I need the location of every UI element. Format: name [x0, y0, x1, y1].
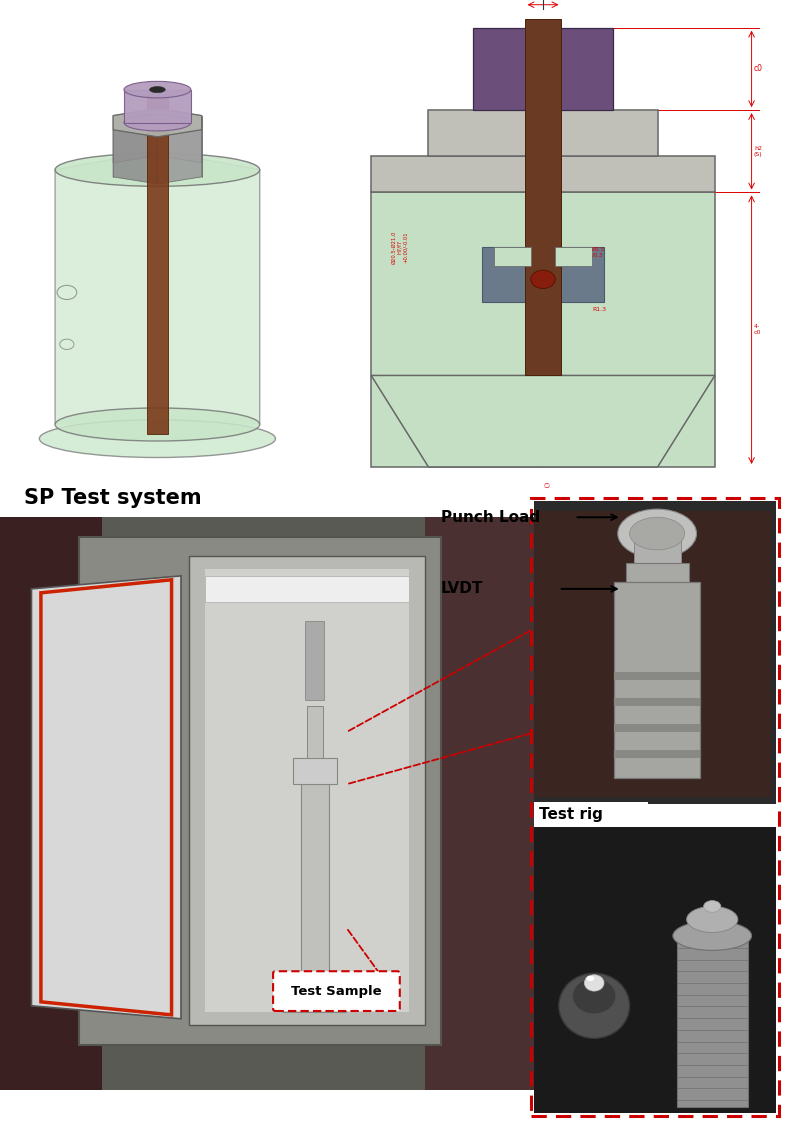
Bar [293, 758, 337, 784]
Text: h2
(S): h2 (S) [754, 146, 763, 157]
Bar [614, 724, 700, 732]
Polygon shape [428, 110, 658, 156]
Bar [305, 621, 324, 700]
Bar [614, 673, 700, 681]
Polygon shape [113, 130, 157, 184]
FancyBboxPatch shape [273, 971, 400, 1011]
Bar [614, 750, 700, 758]
Text: Test rig: Test rig [539, 806, 603, 822]
Ellipse shape [124, 81, 191, 98]
Polygon shape [371, 156, 715, 192]
Polygon shape [124, 90, 191, 122]
Text: Punch Load: Punch Load [441, 510, 540, 524]
Bar [79, 537, 441, 1044]
Ellipse shape [585, 975, 604, 992]
Ellipse shape [686, 906, 738, 932]
Polygon shape [31, 576, 181, 1019]
Ellipse shape [573, 978, 616, 1014]
Bar [474, 28, 612, 110]
Text: Ø20.5-Ø21.0
H7/f7
+0.00/-0.01: Ø20.5-Ø21.0 H7/f7 +0.00/-0.01 [391, 230, 408, 264]
Bar [534, 827, 776, 1113]
Polygon shape [157, 130, 201, 184]
Bar [531, 497, 779, 1116]
Text: Test Sample: Test Sample [291, 985, 382, 997]
Bar [371, 192, 715, 467]
Polygon shape [113, 109, 201, 137]
Bar [677, 935, 748, 1107]
Bar [189, 556, 425, 1025]
Bar [534, 501, 776, 804]
Ellipse shape [150, 86, 165, 93]
Text: LVDT: LVDT [441, 582, 483, 596]
Ellipse shape [530, 271, 556, 289]
Bar [307, 706, 323, 758]
Ellipse shape [55, 408, 260, 441]
Text: SP Test system: SP Test system [24, 489, 201, 508]
Polygon shape [157, 109, 201, 163]
Ellipse shape [559, 974, 630, 1039]
Bar [425, 518, 535, 1090]
Bar [0, 518, 535, 1090]
Bar [614, 699, 700, 706]
Bar [205, 569, 409, 1012]
Bar [626, 563, 689, 588]
Bar [301, 772, 329, 979]
Text: R1.3: R1.3 [592, 308, 606, 312]
Ellipse shape [124, 115, 191, 131]
Bar [0, 518, 102, 1090]
Polygon shape [147, 90, 168, 433]
Bar [534, 802, 648, 827]
Bar [535, 511, 771, 797]
Text: c0: c0 [754, 64, 763, 73]
Text: Ø1.5
/0.3: Ø1.5 /0.3 [592, 247, 605, 257]
Ellipse shape [586, 976, 594, 982]
Polygon shape [371, 375, 715, 467]
Ellipse shape [55, 154, 260, 186]
Ellipse shape [704, 901, 721, 912]
Text: ∅: ∅ [544, 483, 550, 489]
Ellipse shape [630, 518, 685, 550]
Bar [482, 247, 604, 302]
Bar [205, 576, 409, 602]
Ellipse shape [618, 509, 696, 558]
Ellipse shape [673, 921, 752, 950]
Bar [634, 530, 681, 563]
Bar [556, 247, 592, 266]
Ellipse shape [39, 420, 275, 457]
Polygon shape [55, 150, 260, 424]
Text: 4-
c0: 4- c0 [754, 325, 761, 335]
Polygon shape [113, 109, 157, 163]
Polygon shape [525, 19, 561, 375]
Bar [283, 977, 346, 1012]
Bar [614, 583, 700, 778]
Bar [494, 247, 530, 266]
